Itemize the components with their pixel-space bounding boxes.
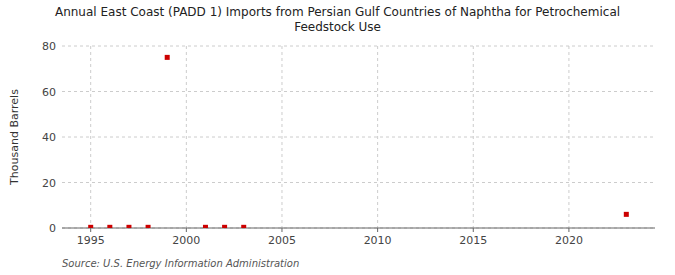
x-tick xyxy=(90,228,91,232)
y-tick-label: 0 xyxy=(49,222,56,235)
y-tick-label: 60 xyxy=(42,86,56,99)
grid-line-x xyxy=(90,46,91,228)
grid-line-y xyxy=(62,137,655,138)
chart: Annual East Coast (PADD 1) Imports from … xyxy=(0,0,675,275)
y-axis-label: Thousand Barrels xyxy=(8,89,21,186)
point xyxy=(88,225,93,228)
y-tick-label: 40 xyxy=(42,131,56,144)
points xyxy=(88,55,629,228)
x-tick-label: 2010 xyxy=(364,234,392,247)
grid xyxy=(62,46,655,228)
x-tick-label: 2020 xyxy=(555,234,583,247)
x-tick-label: 1995 xyxy=(77,234,105,247)
x-tick xyxy=(281,228,282,232)
source-note: Source: U.S. Energy Information Administ… xyxy=(62,258,299,269)
point xyxy=(146,225,151,228)
grid-line-y xyxy=(62,46,655,47)
grid-line-x xyxy=(568,46,569,228)
chart-container: Annual East Coast (PADD 1) Imports from … xyxy=(0,0,675,275)
x-tick-label: 2000 xyxy=(172,234,200,247)
grid-line-x xyxy=(473,46,474,228)
point xyxy=(624,212,629,217)
point xyxy=(165,55,170,60)
grid-line-y xyxy=(62,91,655,92)
grid-line-y xyxy=(62,228,655,229)
point xyxy=(107,225,112,228)
grid-line-y xyxy=(62,182,655,183)
point xyxy=(203,225,208,228)
x-tick xyxy=(568,228,569,232)
title: Annual East Coast (PADD 1) Imports from … xyxy=(55,5,620,34)
title-line: Annual East Coast (PADD 1) Imports from … xyxy=(55,5,620,19)
x-tick xyxy=(377,228,378,232)
grid-line-x xyxy=(281,46,282,228)
x-axis-line xyxy=(62,228,655,229)
x-tick-label: 2005 xyxy=(268,234,296,247)
x-tick-label: 2015 xyxy=(459,234,487,247)
title-line: Feedstock Use xyxy=(294,20,381,34)
y-tick-label: 80 xyxy=(42,40,56,53)
point xyxy=(241,225,246,228)
grid-line-x xyxy=(377,46,378,228)
point xyxy=(126,225,131,228)
x-tick xyxy=(186,228,187,232)
point xyxy=(222,225,227,228)
x-tick xyxy=(473,228,474,232)
y-tick-label: 20 xyxy=(42,177,56,190)
grid-line-x xyxy=(186,46,187,228)
